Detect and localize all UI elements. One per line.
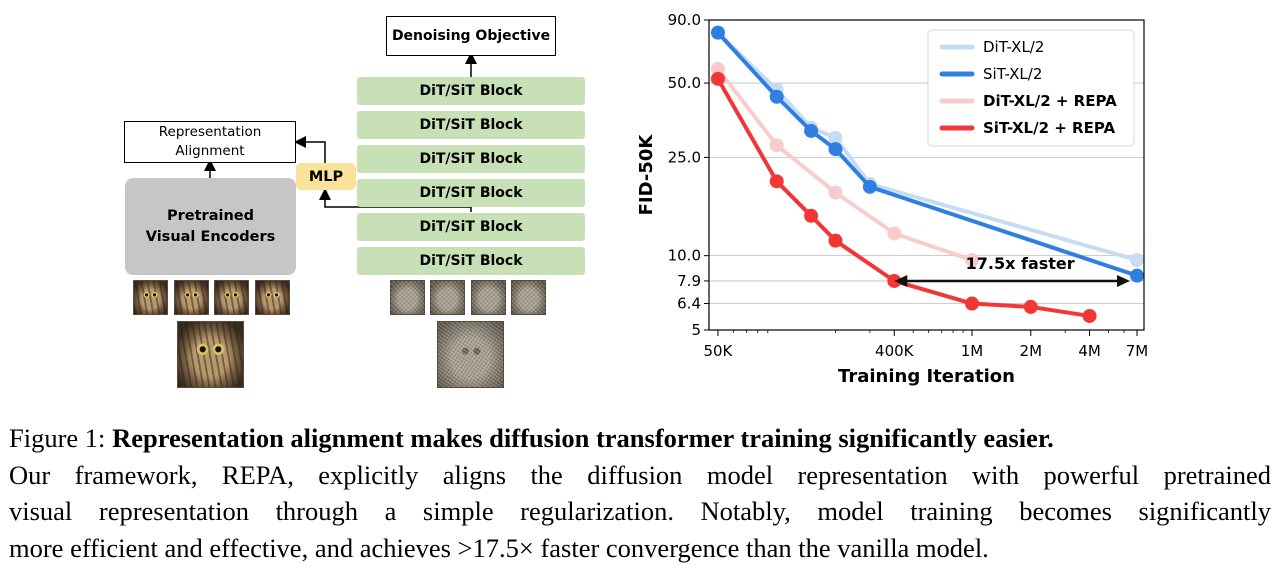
y-tick-label: 50.0: [668, 74, 701, 92]
block-label: DiT/SiT Block: [419, 83, 523, 99]
data-point: [769, 138, 784, 153]
data-point: [828, 185, 843, 200]
data-point: [710, 71, 725, 86]
data-point: [769, 174, 784, 189]
legend-label: DiT-XL/2: [983, 38, 1044, 56]
y-tick-label: 7.9: [677, 272, 701, 290]
data-point: [710, 25, 725, 40]
cat-image-crop-3: [214, 280, 249, 315]
noisy-image-patch-4: [511, 280, 546, 315]
block-label: DiT/SiT Block: [419, 185, 523, 201]
caption-prefix: Figure 1:: [9, 423, 113, 453]
denoising-objective-box: Denoising Objective: [386, 16, 556, 56]
noisy-image-large: [437, 321, 504, 388]
alignment-label-line1: Representation: [158, 124, 262, 140]
data-point: [804, 123, 819, 138]
y-tick-label: 90.0: [668, 11, 701, 29]
diagram-arrows: [204, 52, 477, 212]
noisy-image-patch-3: [471, 280, 506, 315]
caption-title: Representation alignment makes diffusion…: [112, 423, 1054, 453]
data-point: [964, 296, 979, 311]
data-point: [1023, 299, 1038, 314]
dit-sit-block-1: DiT/SiT Block: [357, 77, 585, 105]
x-tick-label: 50K: [703, 342, 733, 360]
dit-sit-block-6: DiT/SiT Block: [357, 247, 585, 275]
alignment-label-line2: Alignment: [175, 143, 245, 159]
data-point: [1130, 253, 1145, 268]
mlp-box: MLP: [296, 163, 356, 190]
fid-chart: 5 6.4 7.9 10.0 25.0 50.0 90.0 50K 400K 1M 2M 4M 7M Tr…: [636, 11, 1149, 387]
speedup-label: 17.5x faster: [966, 254, 1075, 273]
legend-label: SiT-XL/2 + REPA: [983, 119, 1115, 137]
plot-frame: [708, 19, 1145, 331]
encoder-label-line2: Visual Encoders: [145, 228, 276, 245]
data-point: [804, 208, 819, 223]
legend-box: [927, 29, 1135, 147]
y-tick-label: 5: [691, 321, 701, 339]
x-tick-label: 2M: [1020, 342, 1043, 360]
cat-image-crop-4: [255, 280, 290, 315]
noisy-image-patch-2: [430, 280, 465, 315]
data-point: [862, 179, 877, 194]
legend-label: SiT-XL/2: [983, 65, 1042, 83]
series-line: [715, 30, 1140, 278]
data-point: [769, 89, 784, 104]
data-point: [828, 142, 843, 157]
cat-image-crop-1: [133, 280, 168, 315]
caption-line-4: more efficient and effective, and achiev…: [9, 532, 989, 563]
pretrained-visual-encoders-box: Pretrained Visual Encoders: [125, 178, 296, 275]
x-tick-label: 4M: [1078, 342, 1101, 360]
speedup-arrow-head-left: [894, 274, 908, 287]
representation-alignment-box: Representation Alignment: [124, 121, 296, 163]
caption-line-2: Our framework, REPA, explicitly aligns t…: [9, 459, 1271, 490]
data-point: [828, 130, 843, 145]
caption-line-1: Figure 1: Representation alignment makes…: [9, 420, 1271, 457]
y-tick-label: 6.4: [677, 295, 701, 313]
series-line: [715, 30, 1140, 263]
arrow-block-to-mlp: [319, 188, 472, 212]
series-sit-xl-2-repa: [710, 71, 1097, 323]
x-tick-label: 7M: [1126, 342, 1149, 360]
encoder-label-line1: Pretrained: [167, 207, 254, 224]
data-point: [1082, 308, 1097, 323]
block-label: DiT/SiT Block: [419, 219, 523, 235]
noisy-image-patch-1: [390, 280, 425, 315]
caption-line-3: visual representation through a simple r…: [9, 496, 1271, 526]
x-tick-label: 1M: [961, 342, 984, 360]
cat-image-large: [177, 321, 244, 388]
arrow-mlp-to-alignment: [294, 136, 326, 163]
x-tick-label: 400K: [875, 342, 915, 360]
y-tick-label: 10.0: [668, 247, 701, 265]
dit-sit-block-5: DiT/SiT Block: [357, 213, 585, 241]
mlp-label: MLP: [308, 168, 344, 185]
speedup-arrow-head-right: [1117, 274, 1131, 287]
data-point: [710, 61, 725, 76]
block-label: DiT/SiT Block: [419, 117, 523, 133]
data-point: [1130, 268, 1145, 283]
legend-label: DiT-XL/2 + REPA: [983, 92, 1117, 110]
block-label: DiT/SiT Block: [419, 253, 523, 269]
figure-caption: Figure 1: Representation alignment makes…: [9, 420, 1271, 566]
dit-sit-block-3: DiT/SiT Block: [357, 145, 585, 173]
data-point: [964, 253, 979, 268]
data-point: [887, 226, 902, 241]
data-point: [828, 233, 843, 248]
cat-image-crop-2: [174, 280, 209, 315]
series-sit-xl-2: [710, 25, 1145, 283]
series-dit-xl-2-repa: [710, 61, 979, 268]
series-line: [715, 76, 1092, 318]
dit-sit-block-2: DiT/SiT Block: [357, 111, 585, 139]
y-tick-label: 25.0: [668, 148, 701, 166]
x-axis-label: Training Iteration: [838, 366, 1015, 387]
y-axis-label: FID-50K: [636, 134, 657, 216]
denoising-objective-label: Denoising Objective: [391, 28, 551, 44]
block-label: DiT/SiT Block: [419, 151, 523, 167]
dit-sit-block-4: DiT/SiT Block: [357, 179, 585, 207]
